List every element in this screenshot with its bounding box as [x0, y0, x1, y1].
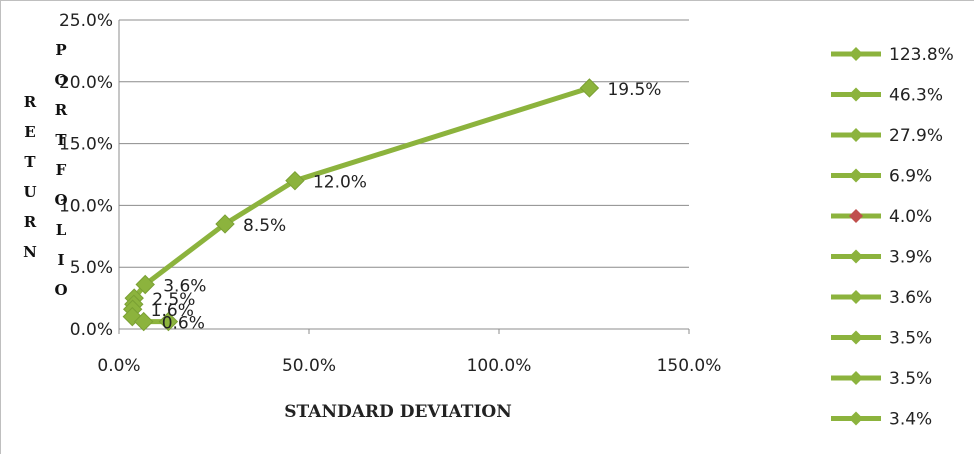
data-point-marker [215, 214, 235, 234]
data-label: 0.6% [162, 314, 205, 334]
data-label: 1.6% [151, 301, 194, 321]
y-axis-title-letter: I [57, 251, 64, 269]
legend-label: 4.0% [889, 207, 932, 227]
y-axis-title-letter: R [24, 213, 37, 231]
series-layer [122, 78, 600, 332]
legend-label: 123.8% [889, 45, 954, 65]
y-axis-title-letter: L [56, 221, 67, 239]
y-tick-label: 10.0% [59, 196, 113, 216]
legend-label: 46.3% [889, 86, 943, 106]
grid-layer [118, 19, 690, 334]
data-label: 12.0% [313, 173, 367, 193]
y-axis-title-letter: O [54, 281, 67, 299]
legend-marker [849, 330, 863, 345]
legend-marker [849, 290, 863, 304]
legend-marker [849, 249, 863, 264]
y-axis-title-letter: R [24, 93, 37, 111]
data-label-layer: 19.5% 12.0% 8.5% 3.6%2.5%1.6%0.6% [151, 80, 662, 334]
data-label: 2.5% [152, 290, 195, 310]
data-point-marker [133, 311, 154, 332]
y-tick-label: 0.0% [70, 320, 113, 340]
legend-label: 6.9% [889, 167, 932, 187]
data-label: 19.5% [607, 80, 661, 100]
x-tick-label: 100.0% [467, 356, 532, 376]
legend-marker [849, 128, 863, 142]
y-axis-title-letter: P [55, 41, 66, 59]
x-tick-label: 50.0% [282, 356, 336, 376]
data-point-marker [135, 274, 155, 295]
y-tick-label: 5.0% [70, 258, 113, 278]
legend: 123.8% 46.3% 27.9% 6.9% 4.0% 3.9% 3.6% 3.5% 3.5%… [831, 45, 954, 430]
data-point-marker [158, 311, 179, 332]
y-axis-title-letter: U [23, 183, 36, 201]
data-label: 3.6% [163, 277, 206, 297]
tick-layer: 0.0% 5.0% 10.0% 15.0% 20.0% 25.0% 0.0% 50.0% 100… [59, 11, 721, 376]
legend-label: 3.4% [889, 410, 932, 430]
data-point-marker [285, 170, 305, 191]
legend-marker [849, 47, 863, 61]
data-point-marker [579, 78, 600, 98]
y-tick-label: 20.0% [59, 73, 113, 93]
legend-marker [849, 168, 863, 183]
data-label: 8.5% [243, 216, 286, 236]
legend-marker [849, 209, 863, 223]
legend-label: 3.9% [889, 248, 932, 268]
legend-label: 3.5% [889, 369, 932, 389]
y-axis-title-letter: T [55, 131, 67, 149]
legend-marker [849, 371, 863, 385]
y-tick-label: 15.0% [59, 135, 113, 155]
legend-marker [849, 411, 863, 426]
y-axis-title-letter: O [54, 191, 67, 209]
legend-label: 27.9% [889, 126, 943, 146]
legend-marker [849, 87, 863, 102]
legend-label: 3.5% [889, 329, 932, 349]
y-tick-label: 25.0% [59, 11, 113, 31]
x-tick-label: 0.0% [97, 356, 140, 376]
y-axis-title-letter: F [56, 161, 67, 179]
y-axis-title-letter: T [24, 153, 36, 171]
y-axis-title-letter: E [24, 123, 35, 141]
x-axis-title: STANDARD DEVIATION [284, 402, 512, 422]
y-axis-title-letter: R [55, 101, 68, 119]
y-axis-title-letter: O [54, 71, 67, 89]
x-tick-label: 150.0% [657, 356, 722, 376]
legend-label: 3.6% [889, 288, 932, 308]
y-axis-title-letter: N [23, 243, 37, 261]
